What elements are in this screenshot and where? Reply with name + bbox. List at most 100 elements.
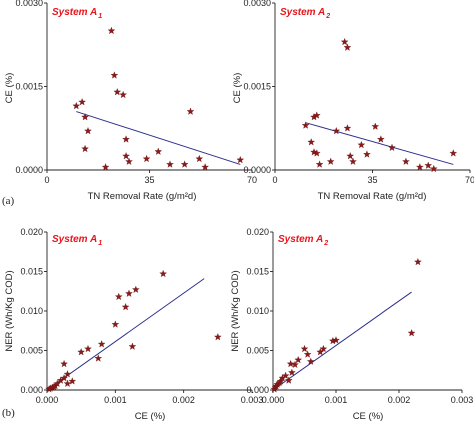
data-point-star: [195, 154, 204, 163]
data-point-star: [121, 303, 130, 311]
data-point-star: [236, 155, 245, 164]
data-point-star: [107, 26, 116, 35]
data-point-star: [125, 157, 133, 165]
data-point-star: [122, 152, 130, 160]
data-point-star: [72, 101, 81, 110]
y-axis-label: NER (Wh/Kg COD): [4, 270, 15, 351]
data-point-star: [111, 320, 120, 328]
data-point-star: [429, 164, 438, 173]
data-point-star: [154, 147, 163, 155]
x-tick-label: 0.002: [172, 395, 195, 405]
y-tick-label: 0.020: [20, 227, 43, 237]
x-tick-label: 0: [272, 175, 277, 185]
data-point-star: [84, 126, 92, 135]
data-point-star: [449, 149, 458, 157]
data-point-star: [388, 143, 396, 152]
data-point-star: [114, 292, 123, 301]
data-point-star: [68, 377, 77, 385]
data-point-star: [291, 360, 299, 368]
data-point-star: [110, 71, 119, 79]
data-point-star: [307, 138, 316, 146]
row-label-b: (b): [2, 407, 15, 419]
y-axis-label: CE (%): [4, 73, 15, 104]
data-point-star: [312, 111, 321, 119]
data-point-star: [371, 122, 380, 130]
y-tick-label: 0.0030: [243, 0, 271, 8]
data-point-star: [357, 140, 366, 149]
y-tick-label: 0.010: [20, 306, 43, 316]
data-point-star: [84, 344, 92, 353]
y-tick-label: 0.0015: [243, 82, 271, 92]
panel-title-subscript: 1: [98, 240, 102, 247]
panel-title: System A2: [278, 234, 328, 247]
data-point-star: [363, 150, 371, 158]
y-tick-label: 0.020: [246, 227, 269, 237]
data-point-star: [300, 344, 309, 353]
data-point-star: [286, 359, 295, 368]
x-tick-label: 0.000: [36, 395, 59, 405]
data-point-star: [414, 257, 422, 266]
trend-line: [272, 291, 412, 391]
data-point-star: [94, 354, 103, 362]
data-point-star: [60, 374, 68, 382]
y-tick-label: 0.005: [20, 346, 43, 356]
x-tick-label: 0.003: [451, 395, 474, 405]
data-point-star: [349, 157, 357, 165]
trend-line: [305, 122, 454, 165]
data-point-star: [346, 152, 355, 160]
y-tick-label: 0.010: [246, 306, 269, 316]
panel-a-1: 0 35 70 0.0000 0.0015 0.0030 TN Removal Rate (…: [4, 0, 257, 202]
data-point-star: [402, 157, 410, 165]
data-point-star: [303, 350, 312, 358]
panel-title: System A2: [280, 7, 330, 20]
data-point-star: [97, 340, 106, 348]
x-tick-label: 35: [367, 175, 377, 185]
data-point-star: [63, 370, 72, 378]
data-point-star: [125, 289, 133, 297]
panel-b-2: 0.000 0.001 0.002 0.0030.0000.0050.0100.015…: [230, 227, 473, 422]
row-label-a: (a): [2, 195, 15, 207]
panel-title: System A1: [52, 234, 102, 247]
data-point-star: [416, 163, 424, 171]
panel-title-subscript: 2: [325, 13, 330, 20]
data-point-star: [63, 379, 72, 387]
data-point-star: [407, 329, 416, 337]
x-tick-label: 35: [144, 175, 154, 185]
data-point-star: [81, 144, 89, 153]
data-point-star: [113, 88, 122, 96]
x-tick-label: 0: [44, 175, 49, 185]
panel-b-1: 0.000 0.001 0.002 0.003 0.000 0.005 0.010 0.015…: [4, 227, 263, 422]
data-point-star: [424, 161, 433, 169]
data-point-star: [119, 90, 127, 99]
data-point-star: [186, 107, 195, 115]
panel-title-subscript: 2: [323, 240, 328, 247]
y-tick-label: 0.015: [246, 267, 269, 277]
x-tick-label: 70: [247, 175, 257, 185]
x-axis-label: CE (%): [353, 411, 384, 422]
data-point-star: [288, 368, 296, 376]
data-point-star: [201, 163, 209, 171]
x-tick-label: 70: [465, 175, 474, 185]
y-axis-label: NER (Wh/Kg COD): [230, 270, 241, 351]
data-point-star: [81, 113, 89, 121]
trend-line: [46, 278, 205, 391]
data-point-star: [128, 342, 137, 350]
x-axis-label: TN Removal Rate (g/m²d): [318, 191, 427, 202]
y-tick-label: 0.0030: [15, 0, 43, 8]
y-axis-label: CE (%): [232, 73, 243, 104]
data-point-star: [60, 359, 68, 368]
data-point-star: [377, 135, 385, 143]
data-point-star: [340, 37, 349, 46]
x-axis-label: CE (%): [135, 411, 166, 422]
trend-line: [76, 111, 241, 165]
data-point-star: [281, 371, 290, 380]
x-tick-label: 0.001: [325, 395, 348, 405]
data-point-star: [78, 98, 86, 106]
panel-title: System A1: [52, 7, 102, 20]
y-tick-label: 0.0000: [15, 165, 43, 175]
data-point-star: [301, 121, 310, 129]
data-point-star: [312, 149, 321, 157]
y-tick-label: 0.015: [20, 267, 43, 277]
